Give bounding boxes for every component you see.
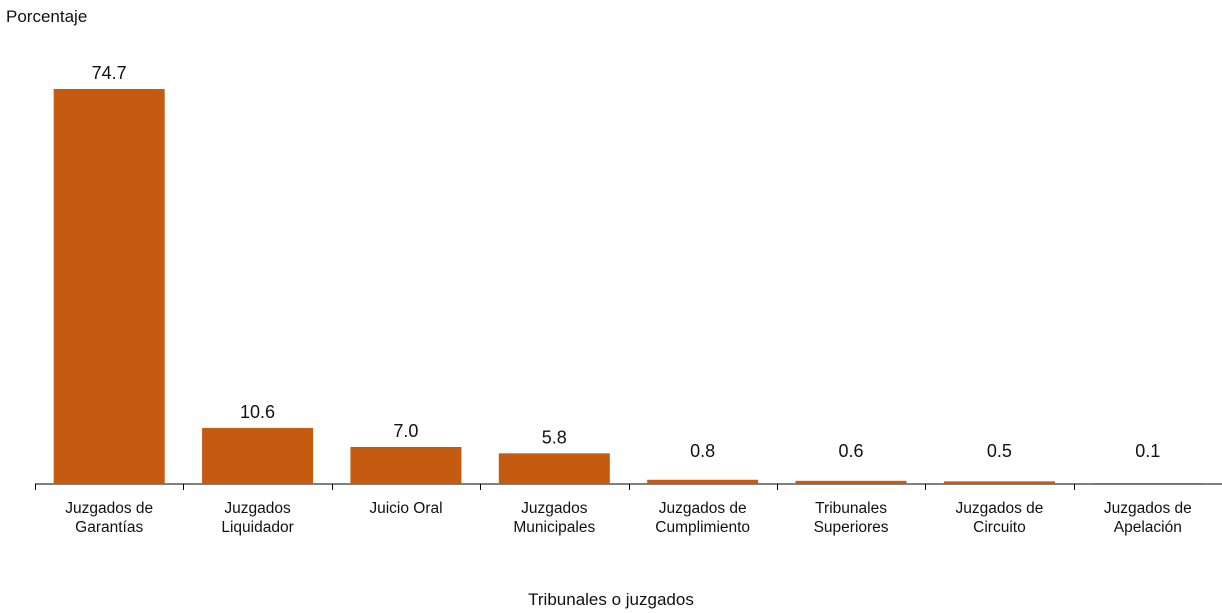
category-tick-label: Juzgados de — [659, 500, 747, 517]
bar — [350, 446, 462, 484]
bar — [795, 480, 907, 484]
data-label: 7.0 — [393, 421, 418, 441]
data-label: 5.8 — [542, 427, 567, 447]
data-label: 10.6 — [240, 402, 275, 422]
bar — [943, 481, 1055, 484]
category-tick-label: Liquidador — [221, 519, 293, 536]
category-tick-label: Juzgados — [224, 500, 291, 517]
category-tick-label: Juzgados de — [1104, 500, 1192, 517]
category-tick-label: Garantías — [75, 519, 143, 536]
category-tick-label: Juzgados — [521, 500, 588, 517]
category-tick-label: Juzgados de — [65, 500, 153, 517]
data-label: 0.8 — [690, 441, 715, 461]
bar — [202, 427, 314, 484]
bar — [498, 453, 610, 484]
data-label: 0.1 — [1135, 441, 1160, 461]
category-tick-label: Juicio Oral — [369, 500, 442, 517]
category-tick-label: Juzgados de — [955, 500, 1043, 517]
bar — [53, 89, 165, 484]
category-tick-label: Superiores — [814, 519, 889, 536]
bar — [1092, 483, 1204, 484]
category-tick-label: Circuito — [973, 519, 1026, 536]
category-tick-label: Municipales — [513, 519, 595, 536]
data-label: 74.7 — [92, 63, 127, 83]
bar — [647, 479, 759, 484]
data-label: 0.6 — [839, 441, 864, 461]
category-tick-label: Tribunales — [815, 500, 887, 517]
category-tick-label: Apelación — [1114, 519, 1182, 536]
y-axis-label: Porcentaje — [6, 7, 88, 26]
data-label: 0.5 — [987, 441, 1012, 461]
x-axis-label: Tribunales o juzgados — [528, 590, 694, 609]
category-tick-label: Cumplimiento — [655, 519, 750, 536]
